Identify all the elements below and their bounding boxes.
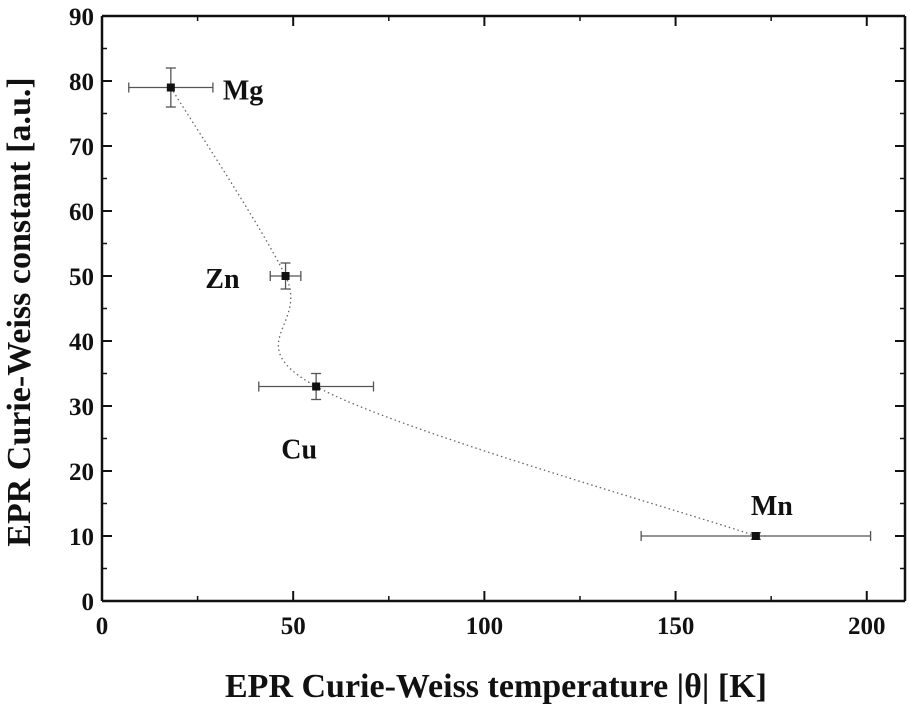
point-marker bbox=[312, 382, 321, 391]
y-tick-label: 10 bbox=[69, 524, 94, 551]
y-axis-title: EPR Curie-Weiss constant [a.u.] bbox=[1, 77, 38, 546]
point-label-mn: Mn bbox=[751, 491, 793, 522]
y-tick-label: 90 bbox=[69, 4, 94, 31]
y-tick-label: 80 bbox=[69, 69, 94, 96]
data-point-cu bbox=[258, 372, 375, 401]
data-point-zn bbox=[269, 262, 302, 290]
trend-line-layer bbox=[170, 87, 757, 537]
y-tick-label: 70 bbox=[69, 134, 94, 161]
y-tick-label: 20 bbox=[69, 459, 94, 486]
x-tick-label: 100 bbox=[466, 613, 504, 640]
x-tick-label: 0 bbox=[96, 613, 109, 640]
x-axis-title: EPR Curie-Weiss temperature |θ| [K] bbox=[225, 668, 767, 705]
point-label-zn: Zn bbox=[205, 264, 240, 295]
point-marker bbox=[281, 272, 290, 280]
data-point-mn bbox=[640, 531, 872, 541]
y-tick-label: 60 bbox=[69, 199, 94, 226]
y-tick-label: 0 bbox=[82, 589, 95, 616]
x-tick-label: 150 bbox=[657, 613, 695, 640]
x-tick-label: 50 bbox=[281, 613, 306, 640]
point-labels-layer: Mg Zn Cu Mn bbox=[205, 76, 793, 523]
y-tick-label: 40 bbox=[69, 329, 94, 356]
points-layer bbox=[128, 67, 872, 541]
ticks-layer: 0 50 100 150 200 0 10 20 30 40 50 60 70 80 90 bbox=[69, 4, 905, 640]
x-tick-label: 200 bbox=[848, 613, 886, 640]
trend-curve bbox=[170, 87, 757, 537]
point-label-cu: Cu bbox=[281, 435, 317, 466]
y-tick-label: 30 bbox=[69, 394, 94, 421]
point-marker bbox=[166, 83, 175, 92]
y-tick-label: 50 bbox=[69, 264, 94, 291]
point-label-mg: Mg bbox=[223, 76, 263, 107]
data-point-mg bbox=[128, 67, 214, 108]
point-marker bbox=[751, 532, 760, 540]
